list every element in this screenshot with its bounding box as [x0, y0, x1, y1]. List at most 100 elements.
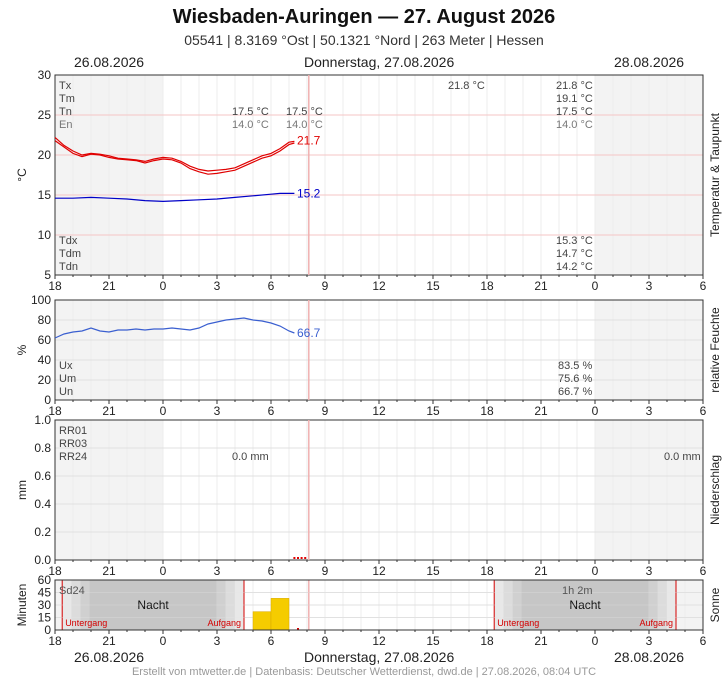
x-tick-label: 21	[102, 404, 116, 418]
x-tick-label: 12	[372, 564, 386, 578]
x-tick-label: 18	[480, 404, 494, 418]
y-tick-label: 40	[38, 353, 52, 367]
x-tick-label: 6	[268, 634, 275, 648]
legend-key: RR24	[59, 451, 87, 463]
legend-key: Tdx	[59, 235, 78, 247]
temp-last-label: 21.7	[297, 133, 321, 147]
legend-key: Un	[59, 386, 73, 398]
y-tick-label: 1.0	[34, 413, 51, 427]
date-left-bottom: 26.08.2026	[74, 649, 145, 665]
legend-value: 17.5 °C	[556, 106, 593, 118]
x-tick-label: 21	[534, 404, 548, 418]
legend-value: 19.1 °C	[556, 93, 593, 105]
page-title: Wiesbaden-Auringen — 27. August 2026	[172, 6, 556, 28]
x-tick-label: 18	[48, 279, 62, 293]
precip-marker	[300, 557, 303, 559]
legend-value: 0.0 mm	[664, 451, 701, 463]
x-tick-label: 18	[480, 634, 494, 648]
y-tick-label: 0	[44, 623, 51, 637]
y-tick-label: 20	[38, 148, 52, 162]
y-tick-label: 30	[38, 598, 52, 612]
legend-key: Tx	[59, 80, 72, 92]
x-tick-label: 3	[646, 564, 653, 578]
series-line-t	[54, 136, 295, 172]
x-tick-label: 9	[322, 634, 329, 648]
x-tick-label: 18	[48, 564, 62, 578]
y-tick-label: 0.8	[34, 441, 51, 455]
x-tick-label: 12	[372, 404, 386, 418]
x-tick-label: 3	[214, 564, 221, 578]
x-tick-label: 21	[534, 564, 548, 578]
y-axis-label: mm	[15, 480, 29, 500]
date-right-bottom: 28.08.2026	[614, 649, 685, 665]
plot-frame	[54, 579, 704, 631]
y-axis-label: Minuten	[15, 584, 29, 627]
y-tick-label: 45	[38, 586, 52, 600]
date-center-bottom: Donnerstag, 27.08.2026	[304, 649, 455, 665]
y-tick-label: 0.4	[34, 497, 51, 511]
legend-value: 15.3 °C	[556, 235, 593, 247]
x-tick-label: 3	[214, 634, 221, 648]
x-tick-label: 6	[268, 564, 275, 578]
legend-value: 21.8 °C	[556, 80, 593, 92]
legend-value: 1h 2m	[562, 585, 593, 597]
x-tick-label: 12	[372, 634, 386, 648]
legend-key: En	[59, 119, 72, 131]
y-tick-label: 10	[38, 228, 52, 242]
side-label: Sonne	[708, 587, 722, 622]
sunrise-label: Aufgang	[639, 618, 673, 628]
x-tick-label: 21	[102, 564, 116, 578]
sunset-label: Untergang	[65, 618, 107, 628]
humidity-last-label: 66.7	[297, 326, 321, 340]
series-line-humidity	[54, 317, 295, 339]
legend-key: Tdm	[59, 248, 81, 260]
x-tick-label: 0	[160, 404, 167, 418]
x-tick-label: 21	[534, 634, 548, 648]
x-tick-label: 0	[592, 634, 599, 648]
legend-value: 17.5 °C	[232, 106, 269, 118]
x-tick-label: 9	[322, 564, 329, 578]
side-label: Temperatur & Taupunkt	[708, 112, 722, 237]
x-tick-label: 21	[102, 634, 116, 648]
y-tick-label: 30	[38, 68, 52, 82]
y-axis-label: °C	[15, 168, 29, 182]
x-tick-label: 15	[426, 404, 440, 418]
legend-key: Tn	[59, 106, 72, 118]
date-center-top: Donnerstag, 27.08.2026	[304, 54, 455, 70]
legend-key: Tm	[59, 93, 75, 105]
x-tick-label: 15	[426, 634, 440, 648]
side-label: Niederschlag	[708, 455, 722, 525]
legend-value: 14.0 °C	[556, 119, 593, 131]
legend-value: 66.7 %	[558, 386, 592, 398]
sunrise-label: Aufgang	[207, 618, 241, 628]
x-tick-label: 0	[160, 634, 167, 648]
legend-value: 75.6 %	[558, 373, 592, 385]
x-tick-label: 9	[322, 279, 329, 293]
y-tick-label: 60	[38, 333, 52, 347]
x-tick-label: 0	[160, 279, 167, 293]
x-tick-label: 18	[480, 279, 494, 293]
precip-marker	[293, 557, 296, 559]
x-tick-label: 6	[700, 279, 707, 293]
y-tick-label: 5	[44, 268, 51, 282]
legend-value: 14.0 °C	[286, 119, 323, 131]
x-tick-label: 18	[48, 404, 62, 418]
legend-key: Sd24	[59, 585, 85, 597]
y-tick-label: 15	[38, 611, 52, 625]
series-line-t2	[54, 140, 295, 175]
x-tick-label: 15	[426, 564, 440, 578]
x-tick-label: 6	[700, 564, 707, 578]
x-tick-label: 9	[322, 404, 329, 418]
date-right-top: 28.08.2026	[614, 54, 685, 70]
y-tick-label: 60	[38, 573, 52, 587]
footer-credit: Erstellt von mtwetter.de | Datenbasis: D…	[131, 666, 597, 678]
x-tick-label: 21	[534, 279, 548, 293]
x-tick-label: 18	[480, 564, 494, 578]
page-subtitle: 05541 | 8.3169 °Ost | 50.1321 °Nord | 26…	[184, 32, 544, 48]
sunset-label: Untergang	[497, 618, 539, 628]
y-tick-label: 15	[38, 188, 52, 202]
y-tick-label: 20	[38, 373, 52, 387]
y-tick-label: 100	[31, 293, 51, 307]
legend-value: 83.5 %	[558, 360, 592, 372]
x-tick-label: 6	[268, 404, 275, 418]
